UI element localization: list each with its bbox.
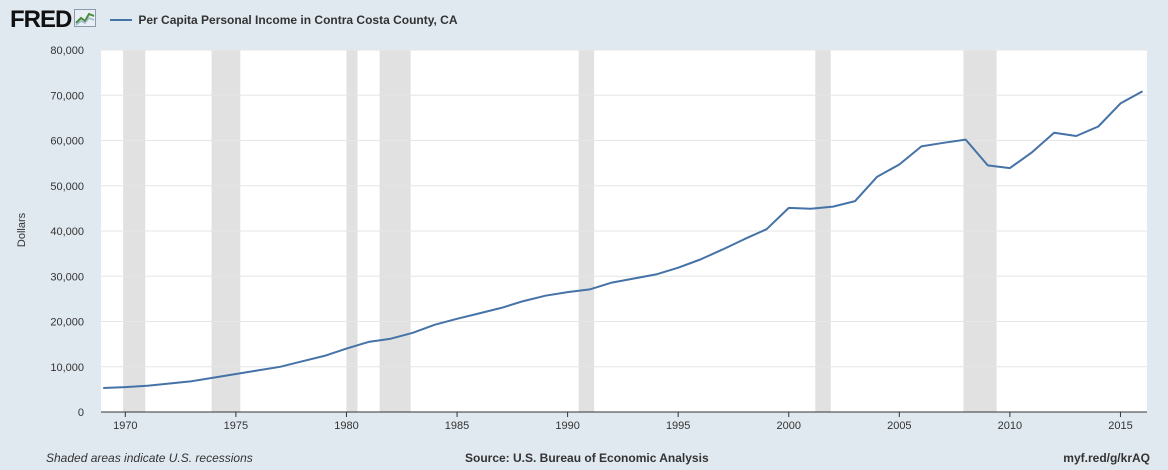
- series-line: [103, 90, 1144, 389]
- short-link[interactable]: myf.red/g/krAQ: [1063, 451, 1150, 465]
- x-tick-label: 2015: [1108, 420, 1132, 432]
- x-tick-label: 1980: [334, 420, 358, 432]
- y-axis-label: Dollars: [16, 212, 28, 247]
- chart-header: FRED Per Capita Personal Income in Contr…: [10, 6, 458, 34]
- y-tick-label: 60,000: [50, 136, 84, 148]
- x-tick-label: 1970: [113, 420, 137, 432]
- gridlines: [101, 49, 1147, 368]
- x-tick-label: 1985: [445, 420, 469, 432]
- legend-swatch: [110, 19, 133, 21]
- y-tick-label: 30,000: [50, 271, 84, 283]
- y-tick-label: 20,000: [50, 317, 84, 329]
- x-tick-label: 2000: [777, 420, 801, 432]
- x-tick-label: 2010: [998, 420, 1022, 432]
- y-tick-label: 10,000: [50, 362, 84, 374]
- y-tick-label: 80,000: [50, 45, 84, 57]
- line-graph-icon: [74, 8, 97, 32]
- legend-label: Per Capita Personal Income in Contra Cos…: [138, 13, 458, 27]
- legend[interactable]: Per Capita Personal Income in Contra Cos…: [110, 13, 458, 27]
- recession-note: Shaded areas indicate U.S. recessions: [46, 451, 253, 465]
- axes: 0 10,000 20,000 30,000 40,000 50,000 60,000 70,…: [50, 45, 1147, 432]
- source-text: Source: U.S. Bureau of Economic Analysis: [465, 451, 709, 465]
- x-tick-label: 1990: [555, 420, 579, 432]
- y-tick-label: 50,000: [50, 181, 84, 193]
- y-tick-label: 0: [78, 407, 84, 419]
- series-layer: [103, 90, 1144, 389]
- y-tick-label: 70,000: [50, 90, 84, 102]
- x-tick-label: 1995: [666, 420, 690, 432]
- y-tick-label: 40,000: [50, 226, 84, 238]
- fred-logo[interactable]: FRED: [10, 6, 72, 33]
- x-tick-label: 1975: [224, 420, 248, 432]
- x-tick-label: 2005: [887, 420, 911, 432]
